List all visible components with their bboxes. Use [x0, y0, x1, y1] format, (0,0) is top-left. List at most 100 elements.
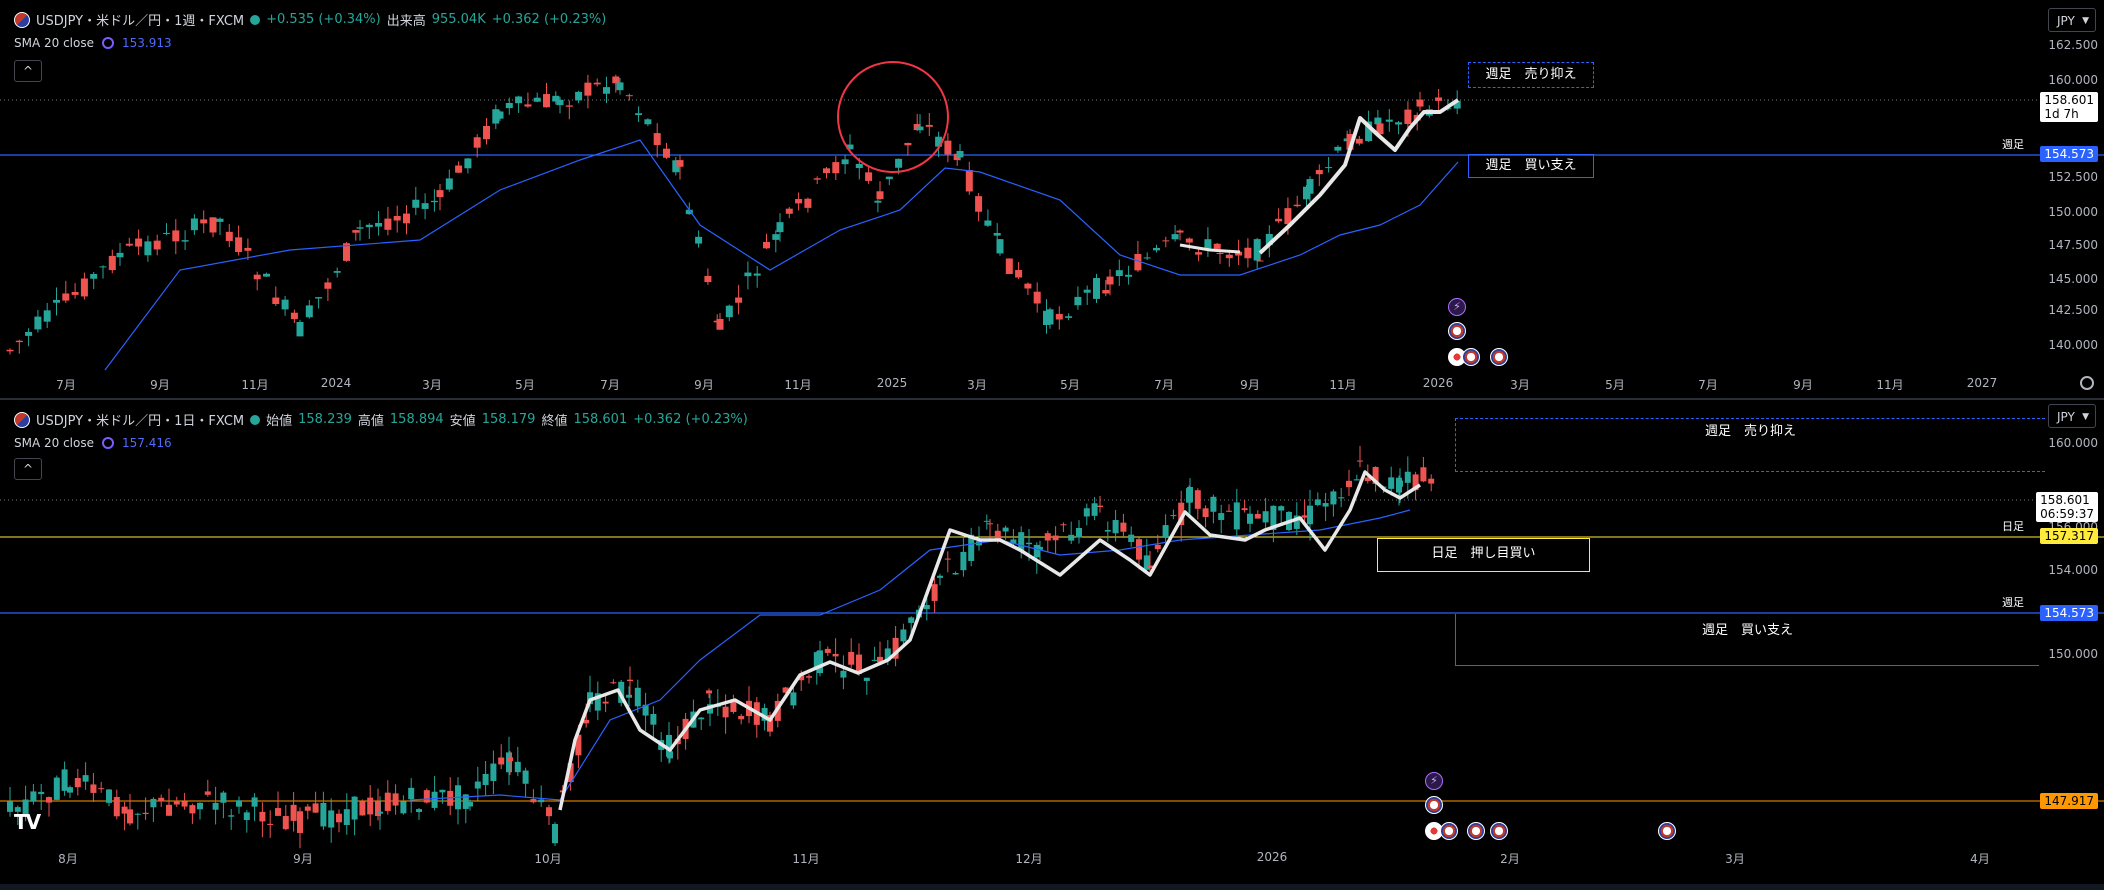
daily-candle [960, 551, 967, 571]
daily-candle [987, 523, 993, 525]
weekly-candle [1093, 278, 1100, 299]
daily-candle [522, 770, 529, 784]
weekly-candle [653, 133, 661, 146]
weekly-candle [704, 275, 712, 283]
daily-candle [1037, 546, 1043, 550]
price-tick-label: 140.000 [2048, 338, 2098, 352]
daily-sma-legend[interactable]: SMA 20 close 157.416 [14, 436, 172, 450]
sma-settings-icon[interactable] [102, 37, 114, 49]
daily-candle [722, 706, 729, 718]
weekly-candle [263, 273, 270, 277]
daily-candle [530, 799, 537, 803]
daily-chart-canvas[interactable] [0, 400, 2104, 882]
weekly-candle [584, 82, 592, 96]
tradingview-logo[interactable]: TV [14, 810, 41, 834]
daily-chart-pane[interactable]: USDJPY・米ドル／円・1日・FXCM 始値 158.239 高値 158.8… [0, 400, 2104, 882]
weekly-candle [225, 231, 233, 241]
daily-candle [1162, 525, 1169, 538]
daily-buy-zone-label[interactable]: 日足 押し目買い [1377, 538, 1590, 572]
weekly-candle [430, 200, 438, 203]
event-bolt-icon[interactable]: ⚡ [1425, 772, 1443, 790]
weekly-sell-zone-label[interactable]: 週足 売り抑え [1455, 418, 2045, 472]
price-tick-label: 150.000 [2048, 647, 2098, 661]
weekly-candle [846, 144, 854, 150]
daily-candle [1420, 467, 1427, 482]
daily-candle [416, 809, 422, 813]
time-tick-label: 9月 [1240, 378, 1260, 392]
daily-candle [856, 654, 862, 675]
time-tick-label: 2026 [1422, 376, 1454, 390]
daily-candle [1154, 544, 1161, 550]
weekly-chart-pane[interactable]: USDJPY・米ドル／円・1週・FXCM +0.535 (+0.34%) 出来高… [0, 0, 2104, 400]
weekly-candle [1325, 167, 1333, 169]
daily-candle [1202, 508, 1209, 518]
weekly-candle [153, 240, 161, 250]
weekly-candle [616, 82, 624, 91]
currency-select[interactable]: JPY ▼ [2048, 8, 2096, 32]
weekly-candle [365, 224, 373, 228]
weekly-candle [1355, 138, 1363, 144]
event-us-flag-icon[interactable] [1440, 822, 1458, 840]
daily-candle [150, 798, 157, 808]
weekly-candle [556, 99, 564, 106]
weekly-candle [352, 230, 360, 233]
event-us-flag-icon[interactable] [1448, 322, 1466, 340]
time-tick-label: 9月 [694, 378, 714, 392]
weekly-buy-zone-label[interactable]: 週足 買い支え [1468, 154, 1594, 178]
event-us-flag-icon[interactable] [1467, 822, 1485, 840]
daily-candle [738, 715, 745, 720]
daily-candle [336, 813, 342, 823]
daily-candle [166, 804, 172, 816]
event-us-flag-icon[interactable] [1658, 822, 1676, 840]
weekly-swing-line [1258, 98, 1460, 255]
weekly-candle [1106, 276, 1114, 285]
weekly-candle [744, 272, 752, 277]
weekly-candle [1453, 100, 1461, 109]
daily-candle [462, 794, 469, 809]
usdjpy-flag-icon [14, 11, 30, 28]
daily-candle [304, 806, 311, 811]
chevron-down-icon: ▼ [2082, 16, 2089, 26]
daily-candle [474, 781, 481, 789]
weekly-candle [885, 176, 893, 180]
event-us-flag-icon[interactable] [1490, 348, 1508, 366]
daily-candle [1218, 513, 1225, 520]
weekly-candle [1185, 238, 1193, 243]
weekly-sell-zone-label[interactable]: 週足 売り抑え [1468, 62, 1594, 88]
time-tick-label: 2024 [320, 376, 352, 390]
gear-icon[interactable] [2080, 376, 2094, 390]
weekly-candle [993, 232, 1001, 236]
daily-candle [106, 789, 112, 803]
weekly-buy-zone-label[interactable]: 週足 買い支え [1455, 614, 2039, 666]
currency-select[interactable]: JPY ▼ [2048, 404, 2096, 428]
daily-candle [552, 823, 558, 844]
weekly-candle [421, 203, 429, 209]
time-tick-label: 10月 [534, 852, 562, 866]
volume-change: +0.362 (+0.23%) [491, 12, 607, 27]
daily-candle [1210, 496, 1217, 512]
daily-candle [1018, 532, 1025, 552]
close-label: 終値 [541, 414, 568, 429]
weekly-chart-canvas[interactable] [0, 0, 2104, 398]
weekly-candle [543, 94, 550, 108]
event-bolt-icon[interactable]: ⚡ [1448, 298, 1466, 316]
time-tick-label: 11月 [241, 378, 269, 392]
weekly-candle [612, 76, 620, 84]
event-us-flag-icon[interactable] [1490, 822, 1508, 840]
daily-candle [1112, 520, 1119, 534]
daily-symbol[interactable]: USDJPY・米ドル／円・1日・FXCM [36, 414, 245, 429]
event-us-flag-icon[interactable] [1425, 796, 1443, 814]
daily-candle [667, 751, 673, 759]
event-us-flag-icon[interactable] [1462, 348, 1480, 366]
price-tick-label: 145.000 [2048, 272, 2098, 286]
weekly-symbol[interactable]: USDJPY・米ドル／円・1週・FXCM [36, 14, 245, 29]
daily-candle [1143, 555, 1150, 570]
volume-value: 955.04K [431, 12, 486, 27]
daily-candle [22, 799, 29, 815]
weekly-sma-legend[interactable]: SMA 20 close 153.913 [14, 36, 172, 50]
sma-settings-icon[interactable] [102, 437, 114, 449]
collapse-legend-button[interactable]: ^ [14, 458, 42, 480]
collapse-legend-button[interactable]: ^ [14, 60, 42, 82]
weekly-candle [464, 158, 472, 169]
weekly-candle [235, 237, 243, 253]
